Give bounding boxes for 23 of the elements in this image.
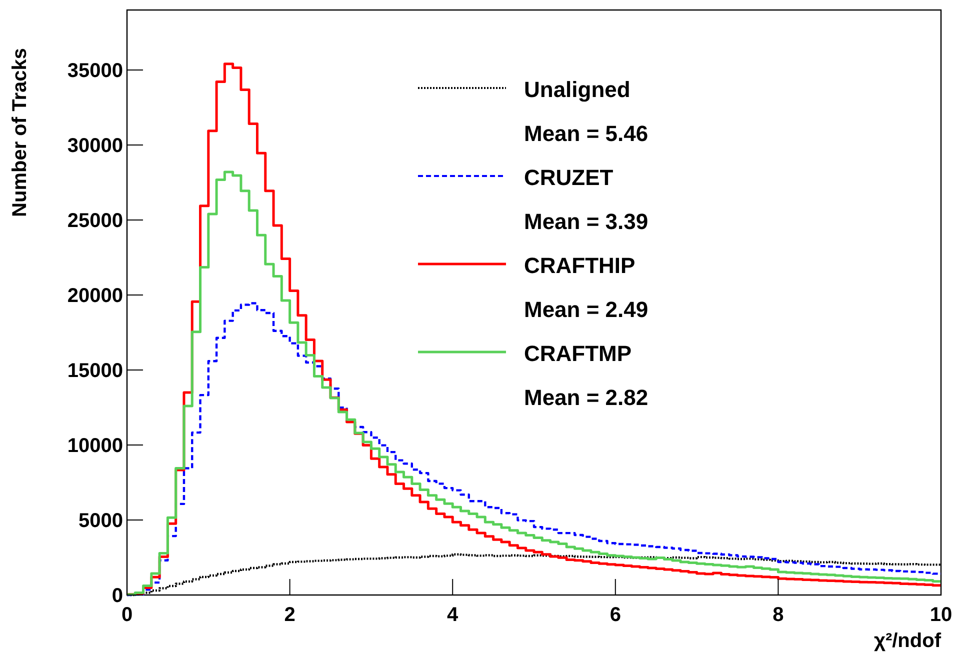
y-tick-label: 10000 [67, 435, 123, 457]
x-axis-title: χ²/ndof [874, 630, 942, 652]
legend-label: CRAFTHIP [524, 253, 636, 278]
y-tick-label: 5000 [78, 510, 123, 532]
x-tick-label: 2 [284, 604, 296, 626]
y-tick-label: 30000 [67, 135, 123, 157]
x-tick-label: 10 [930, 604, 952, 626]
legend-label: CRUZET [524, 165, 614, 190]
y-tick-label: 0 [112, 585, 123, 607]
x-tick-label: 8 [772, 604, 784, 626]
y-tick-label: 25000 [67, 210, 123, 232]
annotation: Mean = 2.82 [524, 385, 648, 410]
y-tick-label: 15000 [67, 360, 123, 382]
annotation: Mean = 5.46 [524, 121, 648, 146]
y-tick-label: 20000 [67, 285, 123, 307]
y-tick-label: 35000 [67, 60, 123, 82]
annotation: Mean = 3.39 [524, 209, 648, 234]
y-axis-title: Number of Tracks [9, 48, 31, 217]
legend-label: CRAFTMP [524, 341, 632, 366]
x-tick-label: 6 [610, 604, 621, 626]
legend-label: Unaligned [524, 77, 630, 102]
x-tick-label: 4 [447, 604, 460, 626]
annotation: Mean = 2.49 [524, 297, 648, 322]
